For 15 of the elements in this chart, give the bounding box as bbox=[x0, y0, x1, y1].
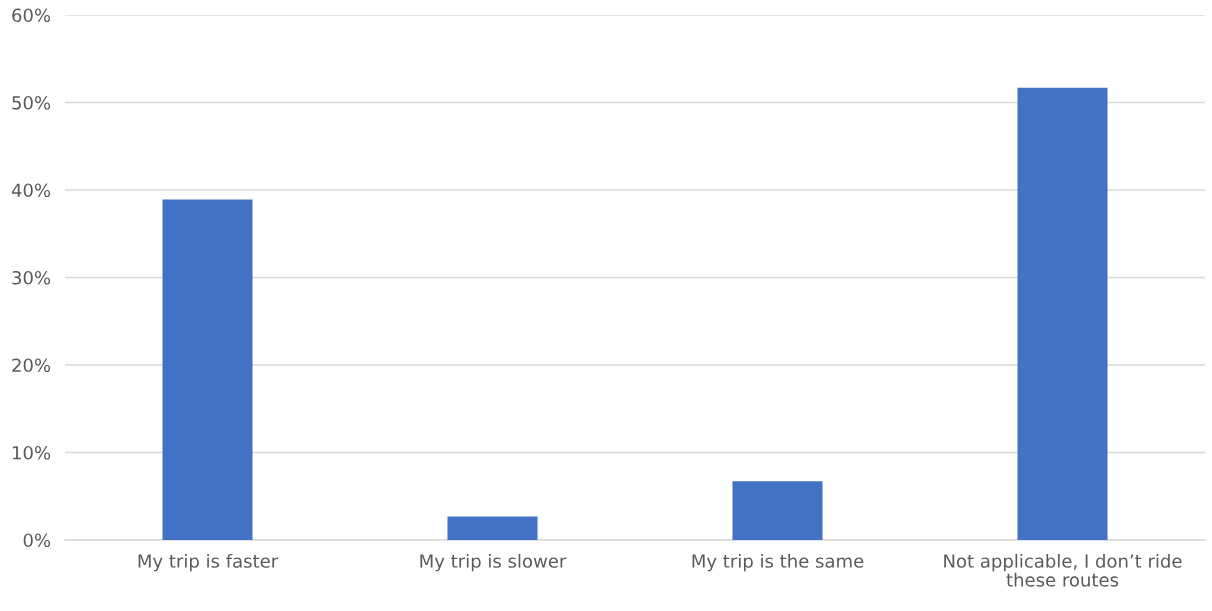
y-tick-label: 30% bbox=[12, 270, 51, 285]
bar bbox=[732, 481, 823, 540]
y-tick-label: 0% bbox=[23, 533, 51, 548]
x-tick-label: Not applicable, I don’t ride these routes bbox=[944, 553, 1182, 587]
y-tick-label: 40% bbox=[11, 183, 51, 198]
x-tick-label: My trip is the same bbox=[692, 553, 864, 572]
y-tick-label: 50% bbox=[12, 95, 51, 110]
bar bbox=[447, 516, 538, 540]
y-tick-label: 60% bbox=[12, 8, 51, 23]
y-tick-label: 20% bbox=[12, 358, 51, 373]
bar bbox=[1017, 87, 1108, 540]
y-tick-label: 10% bbox=[12, 445, 51, 460]
bar bbox=[162, 199, 253, 540]
x-tick-label: My trip is slower bbox=[420, 553, 567, 572]
x-tick-label: My trip is faster bbox=[138, 553, 279, 572]
